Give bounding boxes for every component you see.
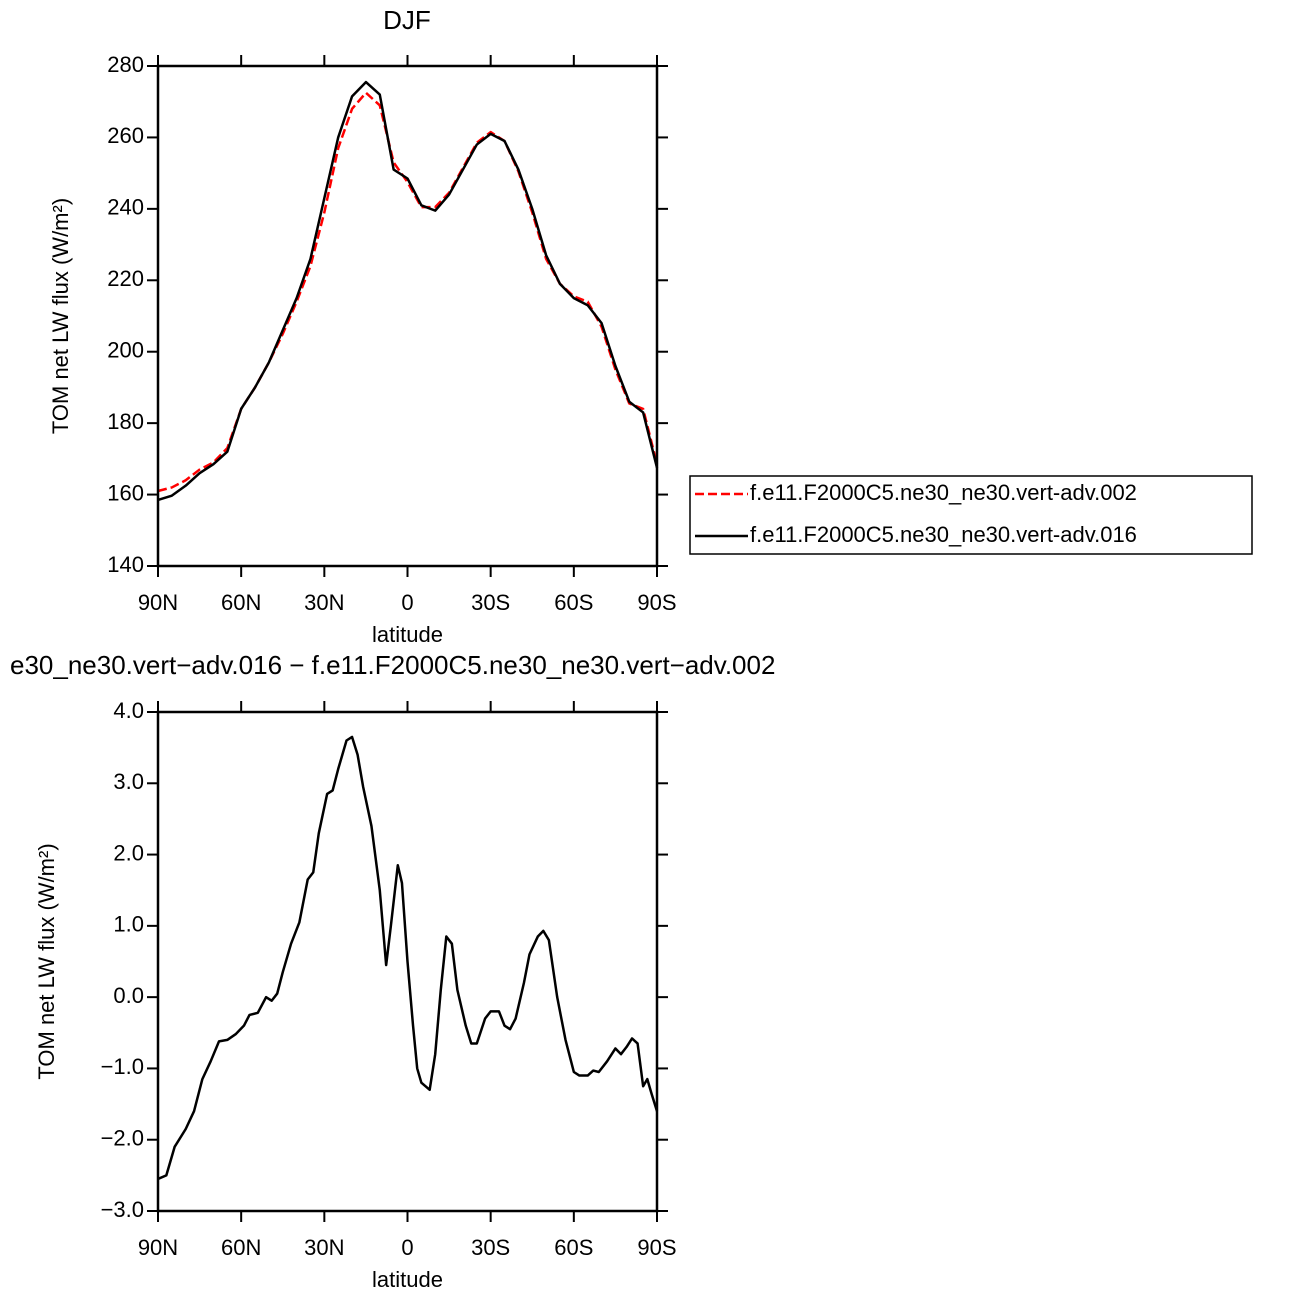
chart-title: e30_ne30.vert−adv.016 − f.e11.F2000C5.ne… — [10, 650, 775, 680]
x-tick-label: 90S — [637, 590, 676, 615]
x-axis-label: latitude — [372, 622, 443, 647]
chart-title: DJF — [383, 5, 431, 35]
x-tick-label: 60N — [221, 1235, 261, 1260]
x-axis-label: latitude — [372, 1267, 443, 1292]
y-tick-label: 280 — [107, 52, 144, 77]
y-axis-label: TOM net LW flux (W/m²) — [34, 843, 59, 1079]
legend-label: f.e11.F2000C5.ne30_ne30.vert-adv.002 — [750, 480, 1137, 505]
y-tick-label: −3.0 — [101, 1197, 144, 1222]
x-tick-label: 90N — [138, 1235, 178, 1260]
y-tick-label: −2.0 — [101, 1126, 144, 1151]
x-tick-label: 30S — [471, 590, 510, 615]
y-tick-label: 4.0 — [113, 698, 144, 723]
x-tick-label: 0 — [401, 590, 413, 615]
x-tick-label: 30N — [304, 590, 344, 615]
x-tick-label: 60S — [554, 1235, 593, 1260]
series-line — [157, 735, 659, 1181]
x-tick-label: 60S — [554, 590, 593, 615]
x-tick-label: 30S — [471, 1235, 510, 1260]
y-tick-label: 160 — [107, 480, 144, 505]
plot-frame — [156, 710, 659, 1213]
legend-label: f.e11.F2000C5.ne30_ne30.vert-adv.016 — [750, 522, 1137, 547]
x-tick-label: 90N — [138, 590, 178, 615]
y-tick-label: 0.0 — [113, 983, 144, 1008]
plot-frame — [156, 64, 659, 568]
y-tick-label: 260 — [107, 123, 144, 148]
y-tick-label: 3.0 — [113, 769, 144, 794]
x-tick-label: 30N — [304, 1235, 344, 1260]
y-tick-label: 1.0 — [113, 912, 144, 937]
legend-box — [689, 475, 1253, 555]
y-tick-label: 240 — [107, 195, 144, 220]
y-tick-label: 180 — [107, 409, 144, 434]
y-tick-label: 220 — [107, 266, 144, 291]
y-tick-label: 140 — [107, 552, 144, 577]
x-tick-label: 60N — [221, 590, 261, 615]
y-tick-label: 2.0 — [113, 840, 144, 865]
x-tick-label: 0 — [401, 1235, 413, 1260]
y-axis-label: TOM net LW flux (W/m²) — [48, 198, 73, 434]
series-line — [157, 80, 659, 502]
y-tick-label: −1.0 — [101, 1054, 144, 1079]
x-tick-label: 90S — [637, 1235, 676, 1260]
y-tick-label: 200 — [107, 338, 144, 363]
